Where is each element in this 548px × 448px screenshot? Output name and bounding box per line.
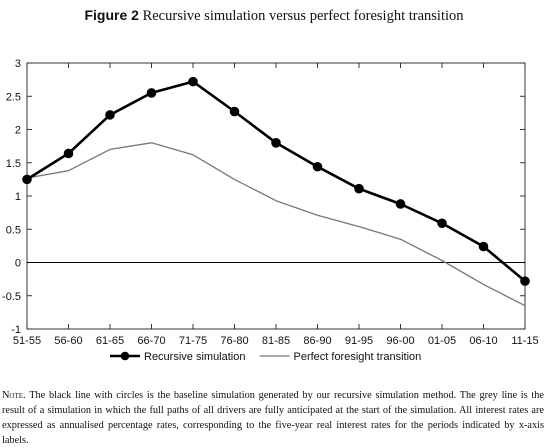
data-point-recursive-simulation bbox=[105, 110, 115, 120]
y-tick-label: 0 bbox=[15, 258, 21, 270]
series-layer bbox=[22, 76, 530, 307]
x-tick-label: 66-70 bbox=[137, 335, 165, 347]
legend-marker-recursive-simulation bbox=[120, 351, 130, 361]
data-point-recursive-simulation bbox=[22, 174, 32, 185]
plot-frame bbox=[26, 62, 526, 330]
y-tick-label: -1 bbox=[11, 324, 21, 336]
axes: 3 2.5 2 1.5 1 0.5 0 -0.5 -151-55 56-60 61-65 66-70 7… bbox=[2, 58, 539, 347]
data-point-recursive-simulation bbox=[437, 218, 447, 229]
data-point-recursive-simulation bbox=[312, 161, 323, 172]
x-tick-label: 56-60 bbox=[54, 335, 82, 347]
x-tick-label: 91-95 bbox=[345, 335, 373, 347]
y-tick-label: 0.5 bbox=[6, 224, 21, 236]
legend-label-recursive-simulation: Recursive simulation bbox=[144, 351, 245, 363]
x-tick-label: 71-75 bbox=[179, 335, 207, 347]
data-point-recursive-simulation bbox=[354, 183, 364, 194]
data-point-recursive-simulation bbox=[146, 88, 157, 98]
data-point-recursive-simulation bbox=[478, 241, 489, 252]
note-label: Note. bbox=[2, 390, 26, 401]
y-tick-label: 1 bbox=[15, 191, 21, 203]
x-tick-label: 81-85 bbox=[262, 335, 290, 347]
figure-label: Figure 2 bbox=[84, 7, 139, 23]
x-tick-label: 76-80 bbox=[220, 335, 248, 347]
data-point-recursive-simulation bbox=[229, 106, 240, 117]
data-point-recursive-simulation bbox=[63, 148, 74, 159]
data-point-recursive-simulation bbox=[520, 276, 530, 286]
figure-caption: Recursive simulation versus perfect fore… bbox=[142, 8, 464, 24]
x-tick-label: 61-65 bbox=[96, 335, 124, 347]
y-tick-label: -0.5 bbox=[2, 291, 21, 303]
x-tick-label: 06-10 bbox=[469, 335, 497, 347]
y-tick-label: 3 bbox=[15, 58, 21, 70]
x-tick-label: 96-00 bbox=[386, 335, 414, 347]
figure-note: Note. The black line with circles is the… bbox=[2, 388, 544, 448]
x-tick-label: 11-15 bbox=[511, 335, 538, 347]
x-tick-label: 86-90 bbox=[303, 335, 331, 347]
series-line-perfect-foresight-transition bbox=[26, 142, 526, 307]
data-point-recursive-simulation bbox=[188, 76, 198, 87]
line-chart: 3 2.5 2 1.5 1 0.5 0 -0.5 -151-55 56-60 61-65 66-70 7… bbox=[2, 58, 539, 363]
y-tick-label: 2 bbox=[15, 125, 21, 137]
data-point-recursive-simulation bbox=[271, 138, 281, 148]
y-tick-label: 1.5 bbox=[6, 158, 21, 170]
series-line-recursive-simulation bbox=[26, 80, 526, 283]
legend-label-perfect-foresight-transition: Perfect foresight transition bbox=[293, 351, 421, 363]
x-tick-label: 01-05 bbox=[428, 335, 456, 347]
legend: Recursive simulation Perfect foresight tr… bbox=[110, 351, 421, 363]
figure-title: Figure 2 Recursive simulation versus per… bbox=[0, 7, 548, 25]
data-point-recursive-simulation bbox=[395, 199, 406, 209]
y-tick-label: 2.5 bbox=[6, 91, 21, 103]
x-tick-label: 51-55 bbox=[13, 335, 41, 347]
note-text: The black line with circles is the basel… bbox=[2, 390, 544, 446]
